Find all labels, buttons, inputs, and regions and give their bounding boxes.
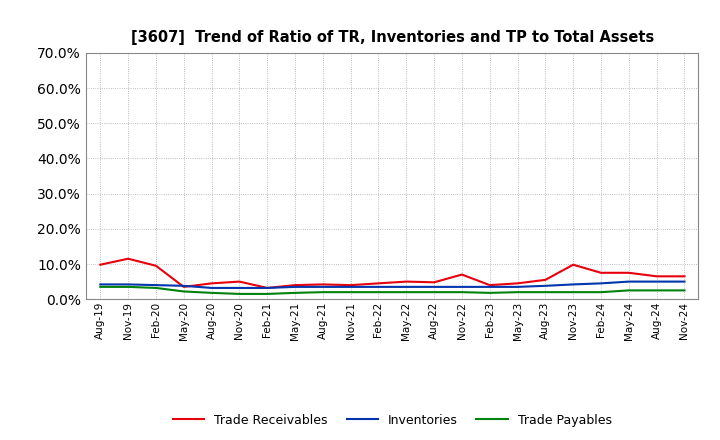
Trade Payables	[179, 289, 188, 294]
Inventories	[207, 285, 216, 290]
Trade Payables	[402, 290, 410, 295]
Trade Receivables	[96, 262, 104, 268]
Inventories	[458, 284, 467, 290]
Inventories	[96, 282, 104, 287]
Inventories	[263, 285, 271, 290]
Trade Receivables	[624, 270, 633, 275]
Trade Receivables	[541, 277, 550, 282]
Trade Payables	[152, 285, 161, 290]
Trade Receivables	[207, 281, 216, 286]
Trade Receivables	[152, 263, 161, 268]
Trade Payables	[652, 288, 661, 293]
Trade Payables	[96, 284, 104, 290]
Inventories	[346, 284, 355, 290]
Trade Receivables	[513, 281, 522, 286]
Inventories	[485, 284, 494, 290]
Inventories	[374, 284, 383, 290]
Trade Payables	[680, 288, 689, 293]
Inventories	[430, 284, 438, 290]
Inventories	[569, 282, 577, 287]
Trade Payables	[569, 290, 577, 295]
Trade Receivables	[402, 279, 410, 284]
Inventories	[152, 282, 161, 288]
Trade Receivables	[485, 282, 494, 288]
Trade Receivables	[652, 274, 661, 279]
Trade Receivables	[179, 284, 188, 290]
Trade Payables	[124, 284, 132, 290]
Trade Payables	[597, 290, 606, 295]
Trade Receivables	[597, 270, 606, 275]
Trade Payables	[430, 290, 438, 295]
Trade Receivables	[680, 274, 689, 279]
Line: Trade Receivables: Trade Receivables	[100, 259, 685, 288]
Inventories	[541, 283, 550, 289]
Inventories	[513, 284, 522, 290]
Inventories	[235, 285, 243, 290]
Inventories	[402, 284, 410, 290]
Trade Payables	[624, 288, 633, 293]
Inventories	[291, 284, 300, 290]
Inventories	[124, 282, 132, 287]
Trade Receivables	[263, 285, 271, 290]
Trade Receivables	[430, 280, 438, 285]
Line: Trade Payables: Trade Payables	[100, 287, 685, 294]
Legend: Trade Receivables, Inventories, Trade Payables: Trade Receivables, Inventories, Trade Pa…	[168, 409, 617, 432]
Trade Receivables	[235, 279, 243, 284]
Trade Payables	[541, 290, 550, 295]
Title: [3607]  Trend of Ratio of TR, Inventories and TP to Total Assets: [3607] Trend of Ratio of TR, Inventories…	[131, 29, 654, 45]
Trade Receivables	[374, 281, 383, 286]
Trade Payables	[513, 290, 522, 295]
Trade Receivables	[458, 272, 467, 277]
Inventories	[318, 284, 327, 290]
Trade Payables	[374, 290, 383, 295]
Trade Payables	[458, 290, 467, 295]
Trade Receivables	[124, 256, 132, 261]
Trade Payables	[318, 290, 327, 295]
Trade Payables	[346, 290, 355, 295]
Trade Receivables	[291, 282, 300, 288]
Inventories	[597, 281, 606, 286]
Inventories	[680, 279, 689, 284]
Trade Receivables	[569, 262, 577, 268]
Line: Inventories: Inventories	[100, 282, 685, 288]
Trade Payables	[291, 290, 300, 296]
Trade Receivables	[346, 282, 355, 288]
Trade Payables	[263, 291, 271, 297]
Trade Receivables	[318, 282, 327, 287]
Trade Payables	[235, 291, 243, 297]
Trade Payables	[207, 290, 216, 296]
Inventories	[652, 279, 661, 284]
Inventories	[179, 283, 188, 289]
Inventories	[624, 279, 633, 284]
Trade Payables	[485, 290, 494, 296]
